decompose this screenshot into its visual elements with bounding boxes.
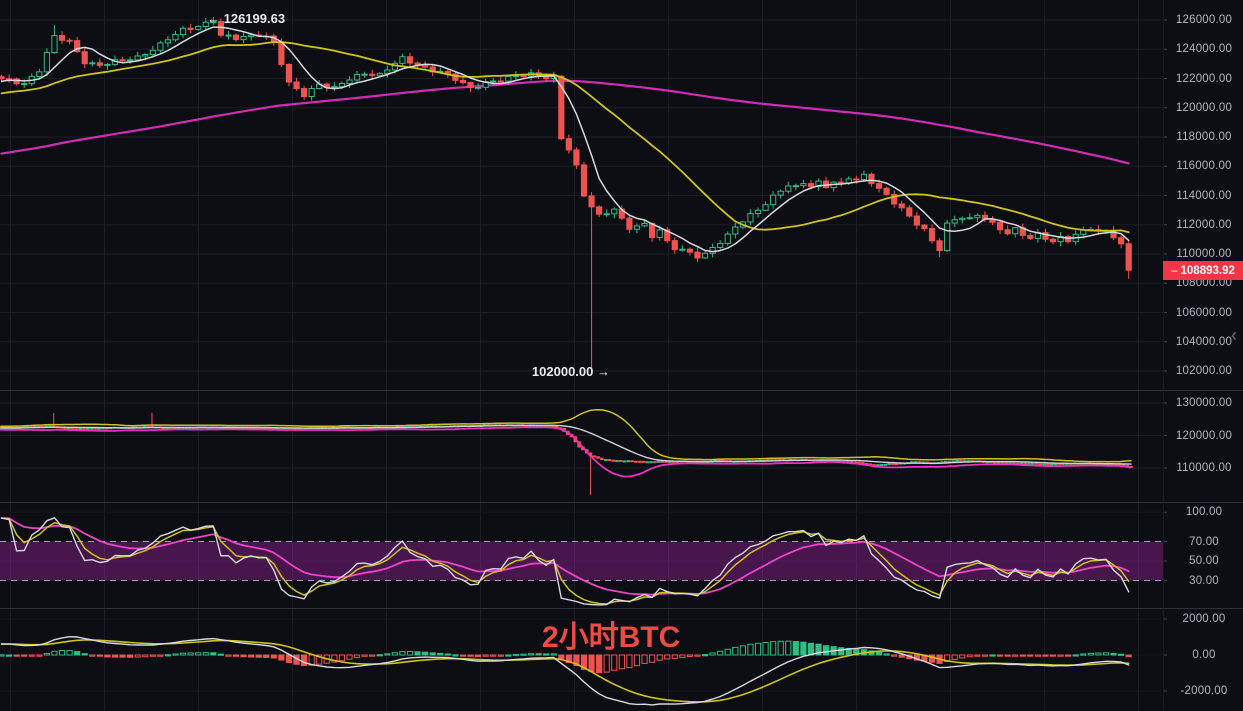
axis-label: 114000.00 [1176, 189, 1232, 202]
pane-dividers [0, 390, 1243, 609]
axis-label: 124000.00 [1175, 43, 1233, 56]
axis-label: 110000.00 [1176, 462, 1232, 474]
high-price-marker: ← 126199.63 [207, 11, 286, 26]
last-price-badge: – 108893.92 [1163, 261, 1243, 280]
axis-label: 112000.00 [1176, 218, 1232, 231]
overview-pane [0, 408, 1133, 495]
axis-label: 104000.00 [1175, 335, 1233, 348]
last-price-value: 108893.92 [1180, 264, 1235, 277]
axis-label: 118000.00 [1176, 131, 1232, 143]
timeframe-watermark: 2小时BTC [542, 621, 681, 654]
axis-label: 108000.00 [1175, 277, 1233, 290]
axis-label: -2000.00 [1180, 685, 1228, 697]
price-pane [0, 17, 1132, 371]
axis-label: 100.00 [1185, 506, 1223, 519]
axis-label: 116000.00 [1176, 160, 1232, 173]
price-axis[interactable]: 126000.00 124000.00 122000.00 120000.00 1180… [1163, 0, 1243, 711]
price-line-icon: – [1171, 264, 1178, 277]
axis-label: 126000.00 [1175, 14, 1233, 26]
chevron-left-icon[interactable]: ‹ [1231, 325, 1237, 345]
axis-label: 102000.00 [1175, 365, 1233, 377]
axis-label: 122000.00 [1175, 72, 1233, 85]
axis-label: 106000.00 [1175, 306, 1233, 319]
grid [0, 0, 1163, 711]
axis-label: 110000.00 [1176, 248, 1232, 260]
axis-label: 130000.00 [1175, 397, 1233, 409]
axis-label: 120000.00 [1175, 101, 1233, 114]
axis-label: 2000.00 [1182, 613, 1226, 625]
macd-pane [0, 636, 1132, 706]
axis-label: 120000.00 [1175, 429, 1233, 442]
axis-label: 50.00 [1189, 555, 1219, 567]
axis-label: 30.00 [1189, 574, 1219, 587]
axis-label: 70.00 [1189, 535, 1219, 548]
oscillator-pane [0, 517, 1163, 606]
axis-label: 0.00 [1192, 649, 1216, 661]
low-price-marker: 102000.00 → [531, 364, 610, 379]
